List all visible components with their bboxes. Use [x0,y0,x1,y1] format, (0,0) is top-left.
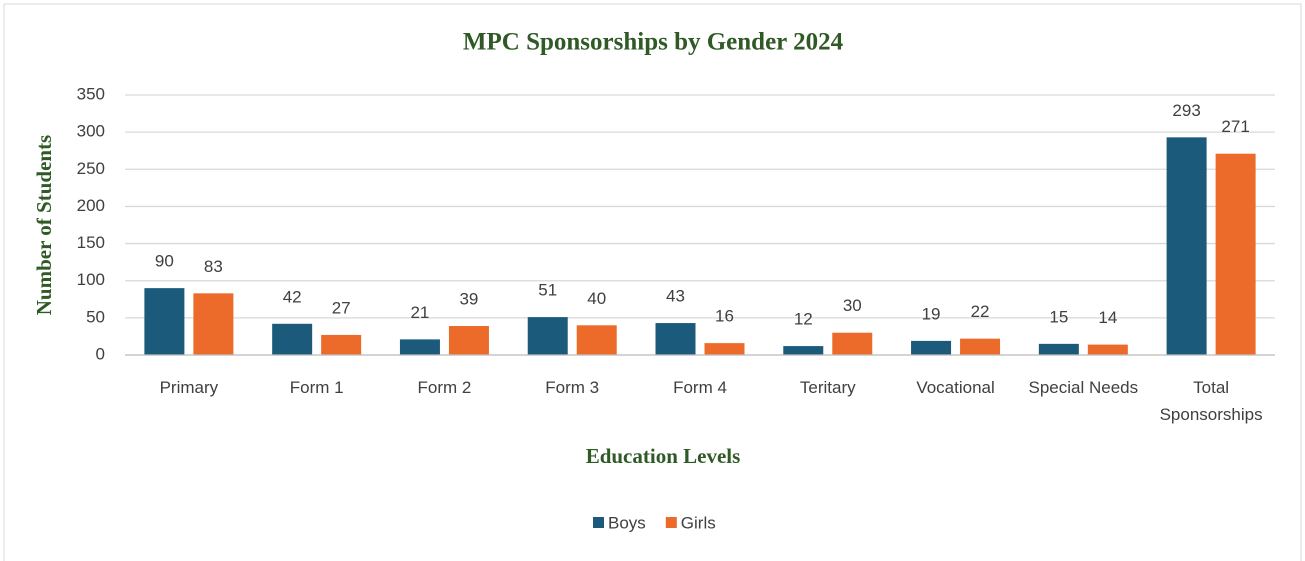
data-label: 90 [155,252,174,271]
bar [1166,137,1207,355]
x-tick-label: Form 4 [673,378,727,397]
legend-swatch [593,517,604,528]
data-label: 271 [1221,117,1249,136]
bar [704,343,745,355]
x-tick-label: Form 2 [417,378,472,397]
x-tick-label: Primary [159,378,219,397]
bar [655,323,696,355]
y-tick-label: 150 [77,233,105,252]
bar [399,339,440,355]
bar [1087,344,1128,355]
bar [576,325,617,355]
y-tick-label: 100 [77,270,105,289]
data-label: 15 [1049,307,1068,326]
legend-swatch [665,517,677,528]
bar [193,293,234,355]
x-axis-title: Education Levels [586,444,741,468]
data-label: 83 [204,257,223,276]
bar [960,338,1001,355]
data-label: 51 [538,281,557,300]
bar [1215,153,1256,355]
y-tick-label: 250 [77,159,105,178]
bar [272,323,313,355]
data-label: 27 [332,298,351,317]
data-label: 293 [1172,101,1200,120]
data-label: 43 [666,287,685,306]
bar [911,340,952,355]
y-tick-label: 50 [86,307,105,326]
x-tick-label: Form 1 [289,378,344,397]
data-label: 30 [843,296,862,315]
data-label: 40 [587,289,606,308]
data-label: 22 [971,302,990,321]
y-tick-label: 300 [77,122,105,141]
data-label: 39 [459,290,478,309]
bar [144,288,185,355]
x-tick-label: Vocational [916,378,995,397]
x-tick-label: Special Needs [1028,378,1139,397]
bar [448,326,489,355]
data-label: 14 [1098,308,1117,327]
x-tick-label: Total Sponsorships [1159,378,1263,424]
data-label: 19 [922,304,941,323]
y-axis-title: Number of Students [32,135,56,315]
bar [1038,343,1079,355]
data-label: 42 [283,287,302,306]
data-label: 16 [715,307,734,326]
x-tick-label: Form 3 [545,378,600,397]
data-label: 21 [410,303,429,322]
chart-border [3,3,1302,561]
bar [527,317,568,355]
y-tick-label: 200 [77,196,105,215]
legend-label: Girls [681,513,716,532]
legend-label: Boys [608,513,646,532]
chart-title: MPC Sponsorships by Gender 2024 [463,29,844,56]
bar [321,334,362,355]
bar [783,346,824,355]
y-tick-label: 350 [77,84,105,103]
y-tick-label: 0 [96,344,105,363]
data-label: 12 [794,310,813,329]
bar [832,332,873,355]
x-tick-label: Teritary [799,378,856,397]
